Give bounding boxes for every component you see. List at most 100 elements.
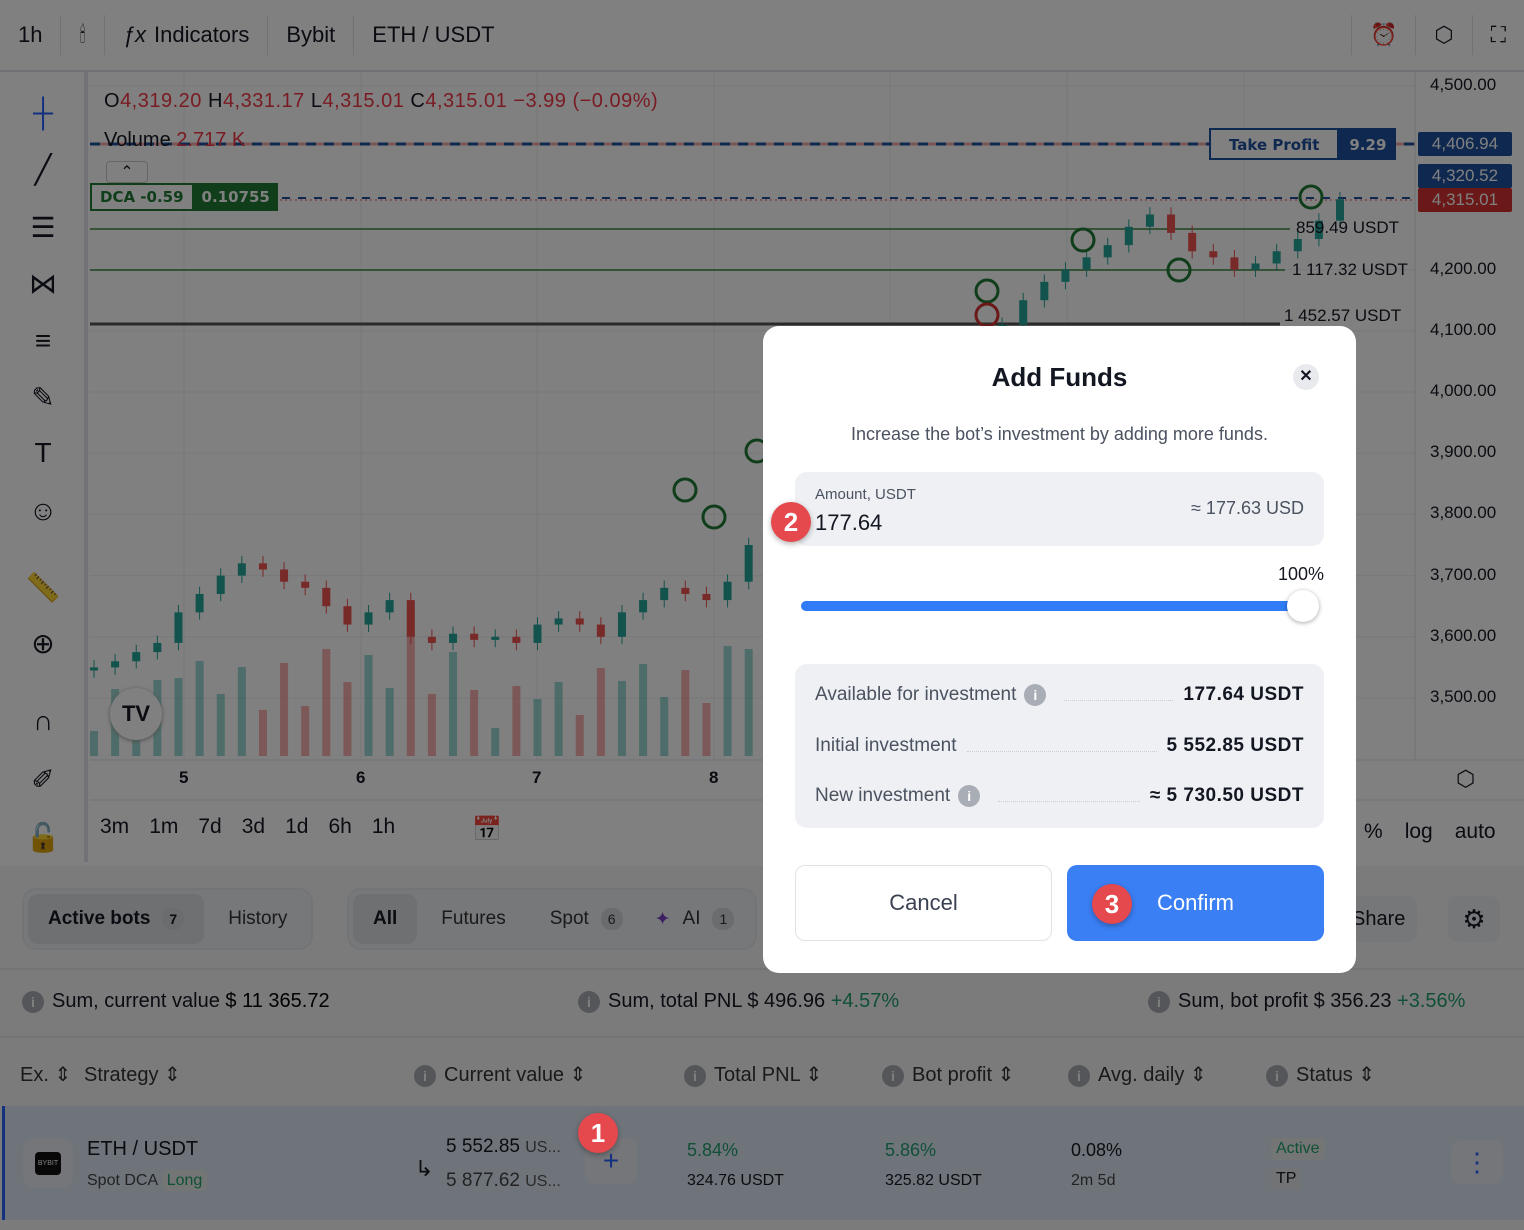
change-value: −3.99 (−0.09%) (513, 90, 659, 112)
sum-pct: +4.57% (830, 990, 900, 1012)
range-6h[interactable]: 6h (328, 815, 352, 838)
exchange-button[interactable]: Bybit (268, 15, 355, 55)
range-1d[interactable]: 1d (285, 815, 309, 838)
step-badge-2: 2 (771, 502, 811, 542)
pattern-icon[interactable]: ⋈ (29, 267, 57, 299)
info-icon[interactable]: i (1024, 684, 1047, 706)
high-value: 4,331.17 (222, 90, 305, 112)
confirm-button[interactable]: Confirm (1067, 865, 1324, 941)
candles-icon: 🕯 (79, 22, 86, 47)
crosshair-icon[interactable]: ┼ (33, 97, 53, 128)
header-status[interactable]: i Status ⇕ (1266, 1062, 1375, 1087)
info-icon[interactable]: i (1148, 990, 1170, 1013)
dca-order-tag[interactable]: DCA -0.59 0.10755 (90, 183, 278, 211)
dca-fill-marker (974, 278, 1000, 304)
chart-type-button[interactable]: 🕯 (61, 15, 105, 55)
range-1m[interactable]: 1m (149, 815, 179, 838)
volume-bar (681, 670, 690, 756)
lock-drawing-icon[interactable]: ✐ (31, 763, 55, 795)
amount-value[interactable]: 177.64 (815, 510, 883, 535)
info-icon[interactable]: i (578, 990, 600, 1013)
log-toggle[interactable]: log (1404, 820, 1433, 843)
magnet-icon[interactable]: ∩ (32, 705, 54, 736)
info-icon[interactable]: i (1266, 1064, 1288, 1087)
amount-slider[interactable] (801, 590, 1319, 622)
range-1h[interactable]: 1h (371, 815, 396, 838)
avg-daily: 0.08% (1071, 1140, 1123, 1160)
info-icon[interactable]: i (882, 1064, 904, 1087)
indicators-button[interactable]: ƒx Indicators (105, 15, 269, 55)
exchange-label: Bybit (286, 22, 336, 47)
info-icon[interactable]: i (1068, 1064, 1090, 1087)
take-profit-tag[interactable]: Take Profit 9.29 (1209, 128, 1397, 160)
range-3m[interactable]: 3m (100, 815, 130, 838)
alert-button[interactable]: ⏰ (1350, 15, 1417, 55)
lock-icon[interactable]: 🔓 (25, 821, 61, 853)
header-strategy[interactable]: Strategy ⇕ (84, 1064, 181, 1086)
filter-futures[interactable]: Futures (421, 894, 525, 944)
info-icon[interactable]: i (684, 1064, 706, 1087)
more-options-button[interactable]: ⋮ (1451, 1140, 1503, 1184)
settings-button[interactable]: ⬡ (1416, 15, 1473, 55)
range-7d[interactable]: 7d (198, 815, 222, 838)
amount-input[interactable]: Amount, USDT 177.64 ≈ 177.63 USD (795, 472, 1324, 546)
price-tick: 3,500.00 (1430, 687, 1497, 706)
interval-button[interactable]: 1h (0, 15, 62, 55)
filter-spot[interactable]: Spot 6 (530, 894, 643, 944)
info-icon[interactable]: i (22, 990, 44, 1013)
time-tick: 7 (532, 768, 542, 787)
candle-body (1167, 214, 1176, 233)
close-value: 4,315.01 (425, 90, 508, 112)
header-total-pnl[interactable]: i Total PNL ⇕ (684, 1062, 822, 1087)
cancel-button[interactable]: Cancel (795, 865, 1052, 941)
tab-history[interactable]: History (208, 894, 307, 944)
candle-body (512, 636, 521, 643)
collapse-legend-button[interactable]: ⌃ (106, 161, 148, 183)
dca-fill-marker (672, 477, 698, 503)
gear-icon[interactable]: ⚙ (1448, 896, 1500, 942)
fullscreen-button[interactable]: ⛶ (1473, 15, 1524, 55)
brush-icon[interactable]: ✎ (31, 381, 55, 413)
range-3d[interactable]: 3d (241, 815, 266, 838)
projection-icon[interactable]: ≡ (34, 325, 52, 356)
auto-toggle[interactable]: auto (1454, 820, 1496, 843)
slider-handle[interactable] (1287, 590, 1319, 622)
trendline-icon[interactable]: ╱ (34, 153, 52, 185)
sum-current-value: i Sum, current value $ 11 365.72 (22, 990, 330, 1013)
summary-row: Initial investment 5 552.85 USDT (815, 735, 1304, 757)
candle-body (237, 563, 246, 576)
status-badge: Active (1271, 1138, 1325, 1160)
close-icon[interactable]: ✕ (1293, 364, 1319, 390)
text-icon[interactable]: T (34, 437, 52, 468)
candle-body (174, 612, 183, 643)
header-current-value[interactable]: i Current value ⇕ (414, 1062, 586, 1087)
percent-toggle[interactable]: % (1364, 820, 1383, 843)
candle-body (343, 606, 352, 625)
ruler-icon[interactable]: 📏 (25, 571, 61, 603)
volume-bar (406, 611, 415, 756)
candle-body (1293, 239, 1302, 252)
symbol-button[interactable]: ETH / USDT (354, 15, 512, 55)
filter-ai[interactable]: ✦ AI 1 (647, 894, 743, 944)
summary-value: ≈ 5 730.50 USDT (1149, 785, 1304, 806)
tab-active-bots[interactable]: Active bots 7 (28, 894, 205, 944)
date-range-icon[interactable]: 📅 (472, 816, 502, 843)
bot-filters: All Futures Spot 6 ✦ AI 1 (347, 888, 757, 950)
header-bot-profit[interactable]: i Bot profit ⇕ (882, 1062, 1014, 1087)
axis-settings-icon[interactable]: ⬡ (1456, 766, 1476, 791)
tab-label: History (228, 908, 288, 929)
info-icon[interactable]: i (414, 1064, 436, 1087)
fib-lines-icon[interactable]: ☰ (30, 211, 56, 243)
info-icon[interactable]: i (958, 785, 981, 807)
table-row[interactable]: BYBIT ETH / USDT Spot DCA Long ↳ 5 552.8… (2, 1106, 1524, 1220)
header-label: Status (1296, 1064, 1353, 1086)
sum-pct: +3.56% (1397, 990, 1466, 1012)
header-avg-daily[interactable]: i Avg. daily ⇕ (1068, 1062, 1207, 1087)
volume-bar (258, 710, 267, 756)
zoom-in-icon[interactable]: ⊕ (31, 627, 55, 659)
header-exchange[interactable]: Ex. ⇕ (20, 1064, 72, 1086)
tradingview-logo[interactable]: TV (110, 688, 162, 740)
order-level-2: 1 117.32 USDT (1292, 260, 1408, 279)
emoji-icon[interactable]: ☺ (28, 495, 58, 526)
filter-all[interactable]: All (353, 894, 418, 944)
